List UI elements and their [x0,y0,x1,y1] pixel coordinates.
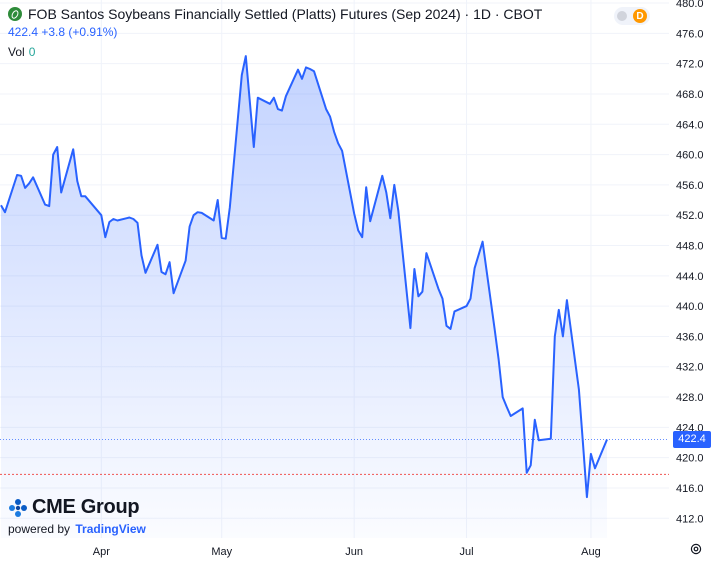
y-tick-label: 464.0 [676,119,704,131]
y-tick-label: 472.0 [676,59,704,71]
y-tick-label: 444.0 [676,271,704,283]
price-area-fill [1,56,607,538]
price-summary: 422.4 +3.8 (+0.91%) [8,25,542,39]
y-tick-label: 452.0 [676,210,704,222]
cme-group-wordmark: CME Group [32,496,140,518]
y-tick-label: 432.0 [676,362,704,374]
volume-label: Vol [8,45,25,59]
y-tick-label: 440.0 [676,301,704,313]
x-tick-label: May [211,546,232,558]
y-tick-label: 416.0 [676,483,704,495]
price-change: +3.8 (+0.91%) [41,25,118,39]
market-closed-icon [617,11,627,21]
x-tick-label: Apr [93,546,110,558]
gear-icon[interactable] [690,543,702,555]
y-tick-label: 448.0 [676,241,704,253]
powered-by: powered by TradingView [8,522,146,536]
symbol-title[interactable]: FOB Santos Soybeans Financially Settled … [28,6,543,22]
y-tick-label: 456.0 [676,180,704,192]
delayed-badge: D [633,9,647,23]
last-price: 422.4 [8,25,39,39]
volume-value: 0 [28,45,36,59]
chart-legend: FOB Santos Soybeans Financially Settled … [8,6,542,59]
y-tick-label: 476.0 [676,28,704,40]
cme-group-logo[interactable]: CME Group powered by TradingView [8,496,146,536]
powered-by-label: powered by [8,522,71,536]
last-price-tag: 422.4 [673,430,711,448]
y-tick-label: 468.0 [676,89,704,101]
y-tick-label: 480.0 [676,0,704,10]
y-tick-label: 428.0 [676,392,704,404]
price-line[interactable] [0,55,608,499]
tradingview-link[interactable]: TradingView [75,522,146,536]
market-status-pill[interactable]: D [614,7,650,25]
soybean-symbol-icon [8,7,22,21]
cme-globe-icon [9,498,27,517]
x-axis[interactable]: Apr May Jun Jul Aug [93,546,601,558]
y-axis[interactable]: 412.0416.0420.0424.0428.0432.0436.0440.0… [676,0,704,525]
y-tick-label: 420.0 [676,453,704,465]
x-tick-label: Jun [345,546,363,558]
y-tick-label: 436.0 [676,331,704,343]
y-tick-label: 460.0 [676,150,704,162]
y-tick-label: 412.0 [676,513,704,525]
x-tick-label: Jul [460,546,474,558]
volume-row: Vol 0 [8,45,542,59]
x-tick-label: Aug [581,546,601,558]
